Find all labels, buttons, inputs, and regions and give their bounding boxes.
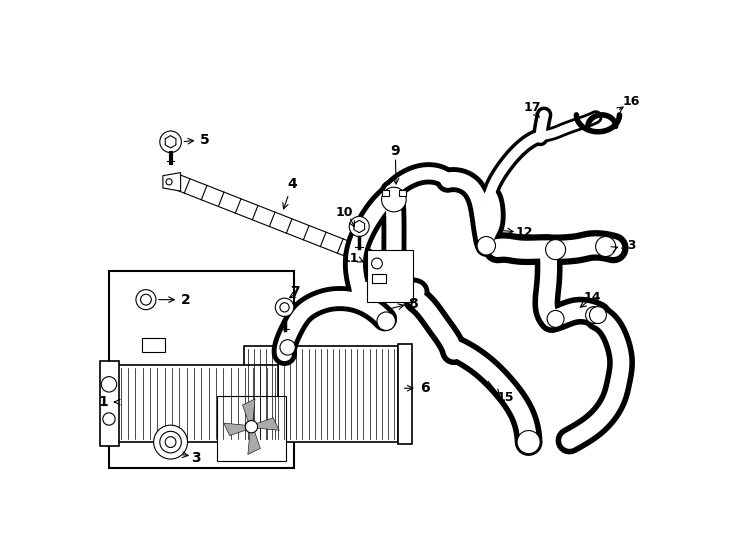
Circle shape <box>101 377 117 392</box>
Text: 4: 4 <box>283 177 297 209</box>
Circle shape <box>280 303 289 312</box>
Circle shape <box>377 312 396 330</box>
Circle shape <box>160 131 181 153</box>
Circle shape <box>586 307 603 323</box>
Text: 11: 11 <box>342 252 360 265</box>
Polygon shape <box>163 173 181 191</box>
Polygon shape <box>248 429 261 455</box>
Circle shape <box>545 240 566 260</box>
Polygon shape <box>242 399 255 424</box>
Text: 10: 10 <box>335 206 352 219</box>
Circle shape <box>595 237 616 256</box>
Text: 13: 13 <box>620 239 637 252</box>
Circle shape <box>349 217 369 237</box>
Bar <box>117 365 278 442</box>
Text: 6: 6 <box>420 381 429 395</box>
Bar <box>142 338 165 352</box>
Bar <box>109 271 294 468</box>
Text: 12: 12 <box>516 226 534 239</box>
Circle shape <box>103 413 115 425</box>
Polygon shape <box>253 418 279 430</box>
Bar <box>100 361 119 446</box>
Polygon shape <box>381 253 404 274</box>
Circle shape <box>275 298 294 316</box>
Text: 16: 16 <box>622 95 640 108</box>
Circle shape <box>136 289 156 309</box>
Circle shape <box>517 430 540 454</box>
Bar <box>398 343 412 444</box>
Bar <box>367 249 413 302</box>
Circle shape <box>371 258 382 269</box>
Text: 17: 17 <box>524 100 541 113</box>
Polygon shape <box>224 423 250 436</box>
Circle shape <box>477 237 495 255</box>
Text: 2: 2 <box>181 293 191 307</box>
Text: 15: 15 <box>497 391 515 404</box>
Circle shape <box>389 260 396 267</box>
Circle shape <box>165 437 176 448</box>
Text: 14: 14 <box>584 291 601 304</box>
Text: 7: 7 <box>291 285 300 299</box>
Circle shape <box>140 294 151 305</box>
Text: 9: 9 <box>390 144 400 158</box>
Circle shape <box>382 187 406 212</box>
Text: 3: 3 <box>191 450 201 464</box>
Bar <box>399 190 406 197</box>
Bar <box>372 274 386 284</box>
Circle shape <box>589 307 606 323</box>
Circle shape <box>166 179 172 185</box>
Circle shape <box>245 421 258 433</box>
Bar <box>382 190 389 197</box>
Bar <box>244 346 398 442</box>
Bar <box>217 396 286 461</box>
Circle shape <box>547 310 564 327</box>
Circle shape <box>280 340 295 355</box>
Circle shape <box>160 431 181 453</box>
Text: 8: 8 <box>408 296 418 310</box>
Circle shape <box>153 425 187 459</box>
Text: 5: 5 <box>200 133 210 147</box>
Text: 1: 1 <box>98 395 109 409</box>
